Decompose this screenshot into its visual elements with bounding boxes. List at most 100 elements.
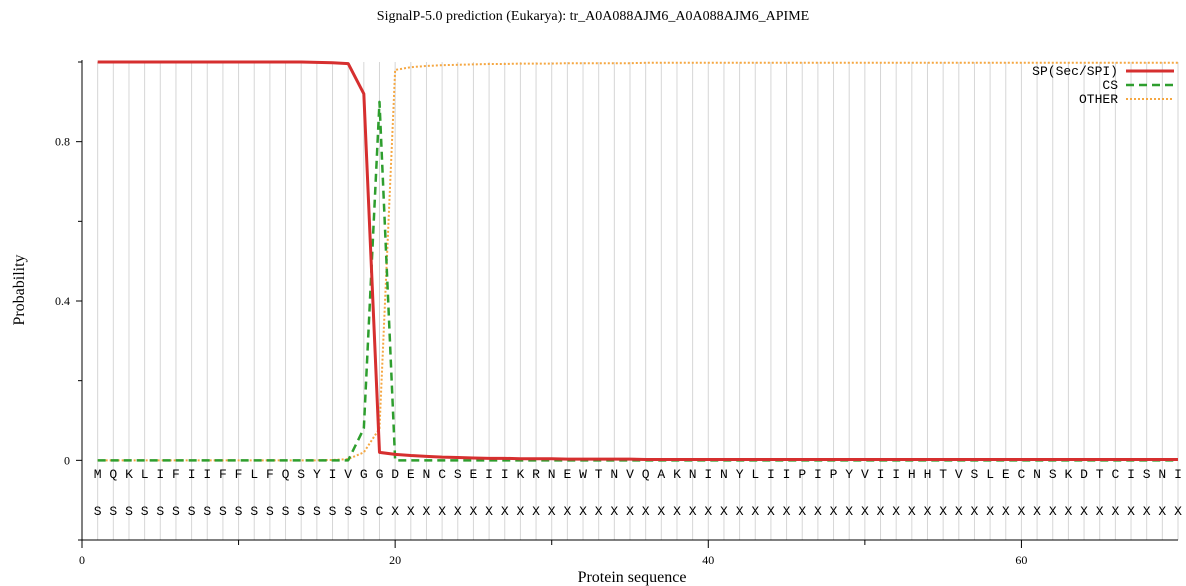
residue-label: X (470, 504, 478, 519)
residue-label: X (657, 504, 665, 519)
y-tick-label: 0 (64, 453, 70, 467)
sequence-residue: E (563, 467, 571, 482)
residue-label: X (736, 504, 744, 519)
residue-label: X (783, 504, 791, 519)
residue-label: C (376, 504, 384, 519)
legend-label: OTHER (1079, 92, 1118, 107)
series-lines (97, 60, 1178, 462)
residue-label: X (814, 504, 822, 519)
residue-label: X (986, 504, 994, 519)
sequence-residue: S (297, 467, 305, 482)
residue-label: S (188, 504, 196, 519)
residue-label: S (219, 504, 227, 519)
sequence-residue: I (485, 467, 493, 482)
sequence-residue: E (470, 467, 478, 482)
residue-label: S (297, 504, 305, 519)
residue-label: X (1096, 504, 1104, 519)
sequence-residue: I (767, 467, 775, 482)
residue-label: X (1064, 504, 1072, 519)
sequence-residue: K (1064, 467, 1072, 482)
series-line-sp-sec-spi (97, 60, 1178, 462)
sequence-residue: I (1127, 467, 1135, 482)
residue-label: X (516, 504, 524, 519)
sequence-residue: C (438, 467, 446, 482)
x-axis-label: Protein sequence (578, 569, 687, 586)
sequence-residue: I (892, 467, 900, 482)
residue-label: X (673, 504, 681, 519)
sequence-residue: V (344, 467, 352, 482)
sequence-residue: Y (736, 467, 744, 482)
series-line-cs (97, 100, 1178, 462)
residue-grid (97, 62, 1179, 540)
residue-label: S (282, 504, 290, 519)
residue-label: X (939, 504, 947, 519)
sequence-residue: P (830, 467, 838, 482)
residue-label: X (861, 504, 869, 519)
sequence-residue: I (501, 467, 509, 482)
residue-label: X (971, 504, 979, 519)
sequence-residue: R (532, 467, 540, 482)
sequence-residue: I (877, 467, 885, 482)
residue-label: S (156, 504, 164, 519)
residue-label: X (845, 504, 853, 519)
sequence-residue: L (250, 467, 258, 482)
sequence-residue: Y (313, 467, 321, 482)
residue-label: S (94, 504, 102, 519)
sequence-residue: N (689, 467, 697, 482)
sequence-residue: E (407, 467, 415, 482)
y-tick-label: 0.4 (55, 294, 70, 308)
residue-label: S (329, 504, 337, 519)
sequence-residue: T (1096, 467, 1104, 482)
sequence-residue: I (329, 467, 337, 482)
residue-label: X (720, 504, 728, 519)
residue-label: X (1033, 504, 1041, 519)
sequence-residue: E (1002, 467, 1010, 482)
sequence-residue: I (704, 467, 712, 482)
residue-label: X (908, 504, 916, 519)
residue-label: X (532, 504, 540, 519)
sequence-residue: N (423, 467, 431, 482)
sequence-residue: K (673, 467, 681, 482)
sequence-residue: S (454, 467, 462, 482)
residue-label: X (454, 504, 462, 519)
residue-label: X (548, 504, 556, 519)
legend-label: SP(Sec/SPI) (1032, 64, 1118, 79)
residue-label: X (595, 504, 603, 519)
sequence-residue: T (595, 467, 603, 482)
sequence-residue: G (360, 467, 368, 482)
residue-label: S (235, 504, 243, 519)
residue-label: X (955, 504, 963, 519)
residue-label: X (563, 504, 571, 519)
sequence-residue: I (156, 467, 164, 482)
sequence-residue: C (1111, 467, 1119, 482)
sequence-residue: I (203, 467, 211, 482)
sequence-residue: A (657, 467, 665, 482)
residue-label: S (360, 504, 368, 519)
y-tick-label: 0.8 (55, 135, 70, 149)
sequence-residue: Q (109, 467, 117, 482)
sequence-residue: N (548, 467, 556, 482)
residue-label: S (250, 504, 258, 519)
residue-label: X (1002, 504, 1010, 519)
residue-label: X (1080, 504, 1088, 519)
residue-label: X (830, 504, 838, 519)
residue-label: X (610, 504, 618, 519)
sequence-residue: V (861, 467, 869, 482)
residue-label: X (1049, 504, 1057, 519)
sequence-residue: G (376, 467, 384, 482)
residue-label: X (423, 504, 431, 519)
axes: 0 0.4 0.8 0 20 40 60 (55, 60, 1178, 567)
sequence-residue: W (579, 467, 587, 482)
sequence-residue: K (516, 467, 524, 482)
legend-label: CS (1102, 78, 1118, 93)
sequence-residue: V (955, 467, 963, 482)
residue-label: S (203, 504, 211, 519)
x-tick-label: 60 (1015, 553, 1027, 567)
x-tick-label: 40 (702, 553, 714, 567)
sequence-residue: Q (642, 467, 650, 482)
sequence-residue: N (720, 467, 728, 482)
residue-label: X (704, 504, 712, 519)
